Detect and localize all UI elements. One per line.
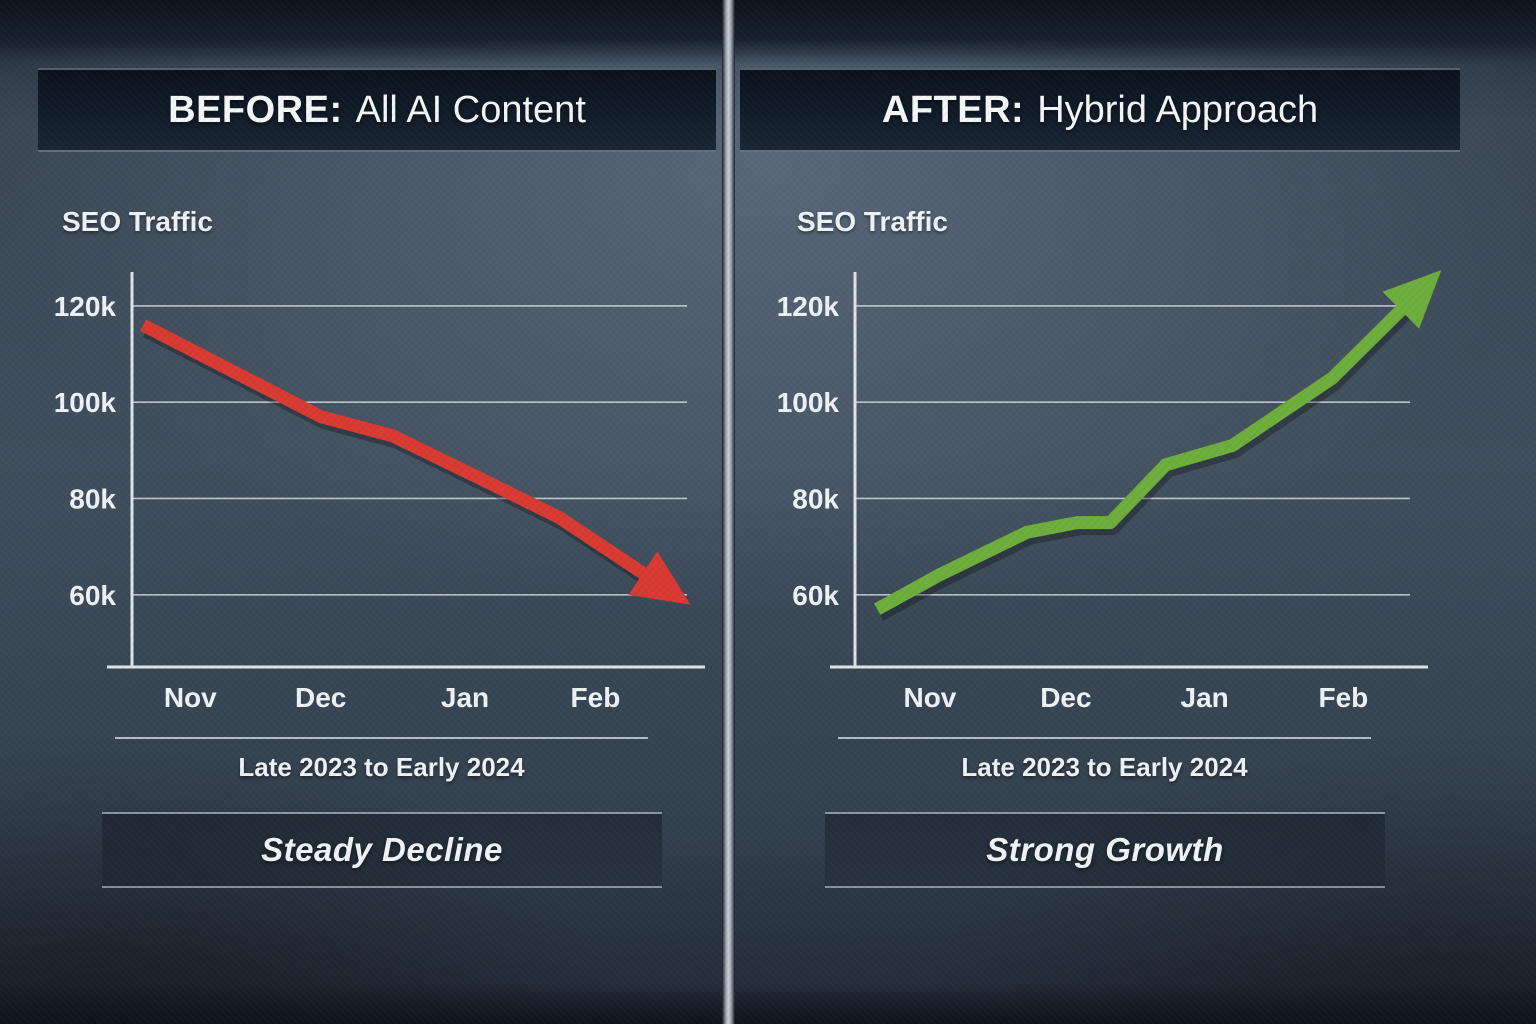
- svg-text:Jan: Jan: [1181, 682, 1229, 713]
- svg-text:Dec: Dec: [295, 682, 346, 713]
- before-subtitle-rule: [115, 737, 648, 739]
- svg-text:Nov: Nov: [164, 682, 217, 713]
- after-line-chart: 120k 100k 80k 60k Nov Dec Jan Feb: [777, 269, 1442, 713]
- svg-text:100k: 100k: [777, 387, 840, 418]
- svg-text:Dec: Dec: [1040, 682, 1091, 713]
- top-vignette-band: [0, 0, 1536, 64]
- svg-text:60k: 60k: [792, 580, 839, 611]
- after-x-axis-label: Late 2023 to Early 2024: [961, 752, 1248, 782]
- before-title-text: All AI Content: [355, 88, 586, 131]
- after-panel: AFTER: Hybrid Approach SEO Traffic 120k 1…: [740, 0, 1460, 1024]
- before-caption-band: Steady Decline: [102, 812, 662, 888]
- before-x-axis-label: Late 2023 to Early 2024: [238, 752, 525, 782]
- svg-text:60k: 60k: [69, 580, 116, 611]
- svg-text:Nov: Nov: [903, 682, 956, 713]
- before-caption: Steady Decline: [261, 831, 503, 868]
- panel-divider: [722, 0, 735, 1024]
- before-y-axis-label: SEO Traffic: [62, 206, 213, 237]
- after-y-axis-label: SEO Traffic: [797, 206, 948, 237]
- svg-text:120k: 120k: [777, 291, 840, 322]
- svg-text:120k: 120k: [54, 291, 117, 322]
- before-header: BEFORE: All AI Content: [38, 68, 716, 152]
- svg-text:80k: 80k: [69, 483, 116, 514]
- before-title-prefix: BEFORE:: [168, 88, 343, 131]
- svg-text:Jan: Jan: [441, 682, 489, 713]
- after-caption: Strong Growth: [986, 831, 1224, 868]
- bottom-vignette-band: [0, 984, 1536, 1024]
- before-line-chart: 120k 100k 80k 60k Nov Dec Jan Feb: [54, 272, 705, 713]
- svg-text:80k: 80k: [792, 483, 839, 514]
- after-title-prefix: AFTER:: [881, 88, 1025, 131]
- before-panel: BEFORE: All AI Content SEO Traffic 120k 1…: [38, 0, 716, 1024]
- svg-text:100k: 100k: [54, 387, 117, 418]
- svg-text:Feb: Feb: [1319, 682, 1369, 713]
- after-caption-band: Strong Growth: [825, 812, 1385, 888]
- after-title-text: Hybrid Approach: [1037, 88, 1319, 131]
- svg-text:Feb: Feb: [571, 682, 621, 713]
- after-header: AFTER: Hybrid Approach: [740, 68, 1460, 152]
- after-subtitle-rule: [838, 737, 1371, 739]
